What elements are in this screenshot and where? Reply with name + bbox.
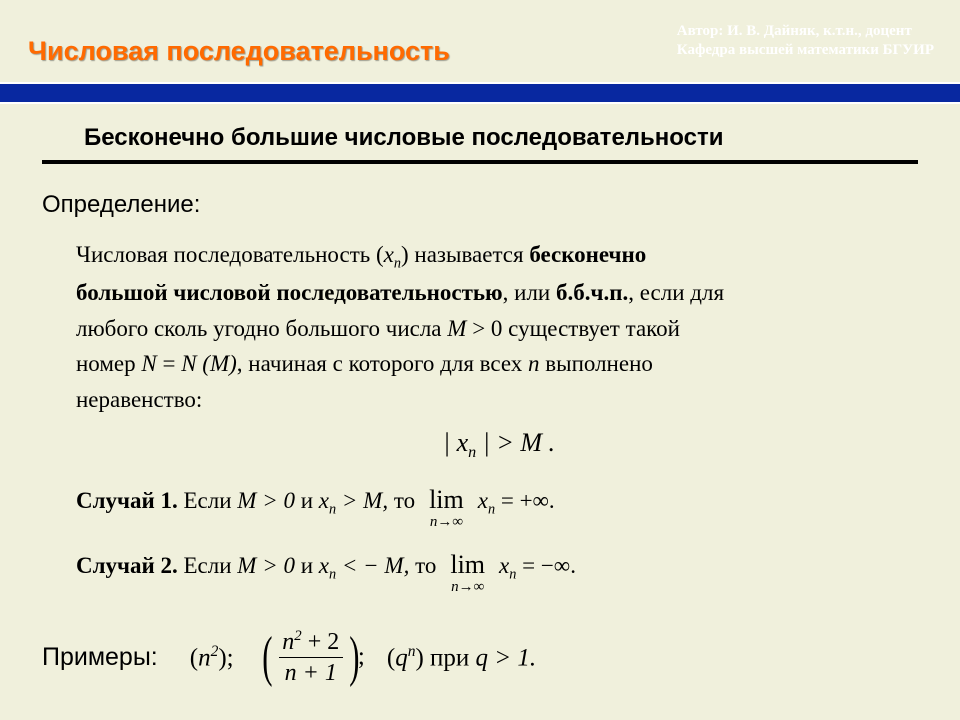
eq: =: [157, 351, 181, 376]
author-rest: : И. В. Дайняк, к.т.н., доцент: [718, 23, 911, 39]
case-2: Случай 2. Если M > 0 и xn < − M, то lim …: [76, 546, 922, 589]
and: и: [295, 553, 319, 578]
lim-word: lim: [450, 552, 485, 578]
lim-sub: n→∞: [430, 515, 463, 530]
abbr: б.б.ч.п.: [556, 280, 628, 305]
lim-1: lim n→∞: [429, 487, 464, 530]
author-block: Автор: И. В. Дайняк, к.т.н., доцент Кафе…: [677, 22, 934, 60]
p: );: [218, 644, 233, 671]
v: n: [198, 644, 211, 671]
t: , начиная с которого для всех: [237, 351, 528, 376]
lim-sub: n→∞: [451, 580, 484, 595]
pow: 2: [294, 628, 301, 644]
def-line-5: неравенство:: [76, 382, 922, 418]
example-3: (qn) при q > 1.: [387, 643, 536, 672]
xn: x: [319, 553, 329, 578]
fraction: n2 + 2 n + 1: [276, 628, 345, 687]
denominator: n + 1: [279, 657, 343, 686]
then: то: [409, 553, 436, 578]
cond: > M,: [336, 488, 388, 513]
lim-word: lim: [429, 487, 464, 513]
section-title: Бесконечно большие числовые последовател…: [84, 124, 723, 152]
lparen-icon: (: [262, 629, 272, 685]
t: выполнено: [540, 351, 653, 376]
def-line-3: любого сколь угодно большого числа M > 0…: [76, 311, 922, 347]
author-line-2: Кафедра высшей математики БГУИР: [677, 41, 934, 60]
t: , если для: [628, 280, 724, 305]
t: n + 1: [285, 660, 337, 686]
p: (: [387, 644, 395, 671]
case2-label: Случай 2.: [76, 553, 178, 578]
case1-label: Случай 1.: [76, 488, 178, 513]
t: , или: [503, 280, 556, 305]
def-line-1: Числовая последовательность (xn) называе…: [76, 237, 922, 275]
numerator: n2 + 2: [276, 628, 345, 657]
body: Определение: Числовая последовательность…: [42, 186, 922, 593]
M: M > 0: [237, 488, 295, 513]
ineq-a: | x: [443, 428, 468, 457]
rparen-icon: ): [349, 629, 359, 685]
xn: x: [319, 488, 329, 513]
def-line-4: номер N = N (M), начиная с которого для …: [76, 346, 922, 382]
t: Если: [178, 488, 238, 513]
example-1: (n2);: [190, 643, 234, 672]
t: при: [424, 644, 476, 671]
example-2: ( n2 + 2 n + 1 ) ;: [258, 628, 365, 687]
then: то: [388, 488, 415, 513]
examples-row: Примеры: (n2); ( n2 + 2 n + 1 ) ; (qn) п…: [42, 628, 922, 687]
bold: бесконечно: [529, 242, 646, 267]
slide-title: Числовая последовательность: [28, 36, 450, 67]
M: M: [447, 316, 466, 341]
author-prefix: Автор: [677, 23, 719, 39]
author-line-1: Автор: И. В. Дайняк, к.т.н., доцент: [677, 22, 934, 41]
case-1: Случай 1. Если M > 0 и xn > M, то lim n→…: [76, 481, 922, 524]
ineq-sub: n: [468, 445, 476, 462]
lim-eq: = −∞.: [516, 553, 576, 578]
slide: Числовая последовательность Автор: И. В.…: [0, 0, 960, 720]
def-inequality: | xn | > M .: [76, 423, 922, 466]
NofM: N (M): [181, 351, 237, 376]
ineq-b: | > M .: [476, 428, 555, 457]
definition-body: Числовая последовательность (xn) называе…: [42, 237, 922, 466]
p: (: [190, 644, 198, 671]
t: номер: [76, 351, 141, 376]
and: и: [295, 488, 319, 513]
p: ): [415, 644, 423, 671]
seq-var: x: [384, 242, 394, 267]
M: M > 0: [237, 553, 295, 578]
seq-sub: n: [394, 256, 401, 272]
t: > 0 существует такой: [466, 316, 680, 341]
N: N: [141, 351, 156, 376]
lim-eq: = +∞.: [495, 488, 555, 513]
lim-var: x: [478, 488, 488, 513]
cond: q > 1.: [476, 644, 537, 671]
t: + 2: [302, 629, 340, 655]
t: Если: [178, 553, 238, 578]
t: ) называется: [401, 242, 529, 267]
divider: [42, 160, 918, 164]
v: q: [395, 644, 408, 671]
bold: большой числовой последовательностью: [76, 280, 503, 305]
header-band: [0, 82, 960, 104]
definition-label: Определение:: [42, 186, 922, 223]
lim-var: x: [499, 553, 509, 578]
def-line-2: большой числовой последовательностью, ил…: [76, 275, 922, 311]
t: Числовая последовательность (: [76, 242, 384, 267]
t: любого сколь угодно большого числа: [76, 316, 447, 341]
examples-label: Примеры:: [42, 643, 158, 672]
cond: < − M,: [336, 553, 409, 578]
n: n: [528, 351, 540, 376]
lim-2: lim n→∞: [450, 552, 485, 595]
v: n: [282, 629, 294, 655]
